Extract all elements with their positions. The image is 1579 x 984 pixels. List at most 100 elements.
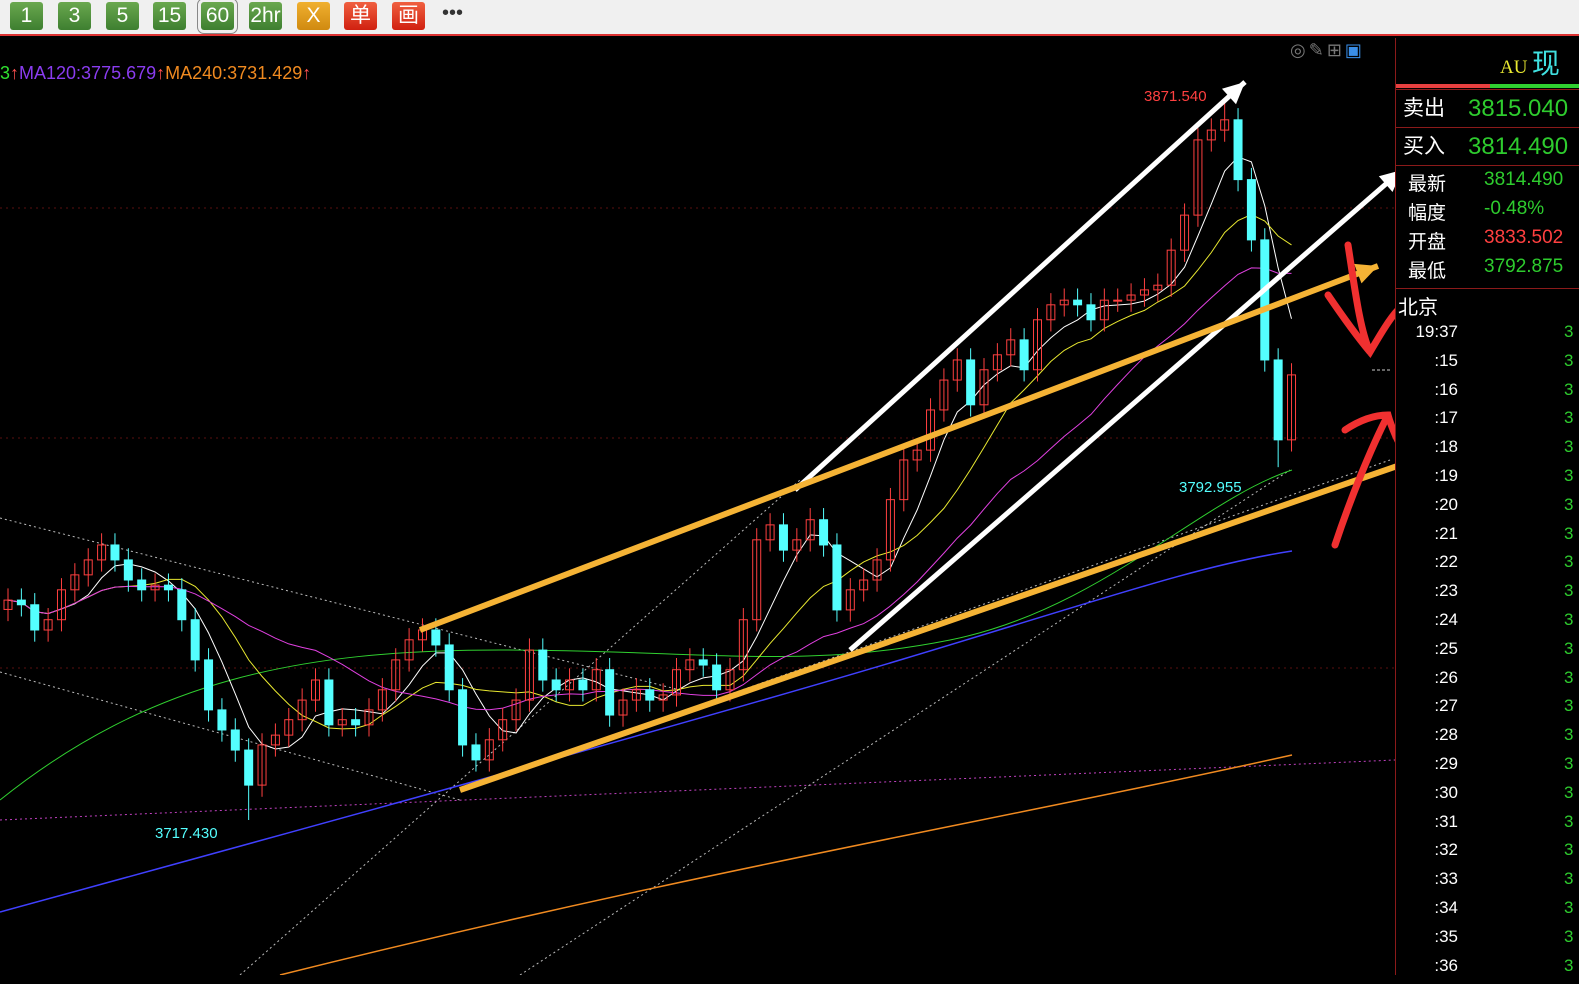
tick-row: :34 3 [1396,898,1579,926]
candle-up [872,559,882,581]
tick-row: :22 3 [1396,552,1579,580]
sell-label: 卖出 [1403,97,1445,120]
tick-time: :26 [1434,667,1458,687]
candle-up [899,459,909,501]
candle-up [337,719,347,726]
tick-row: 19:37 3 [1396,322,1579,350]
tick-time: :34 [1434,898,1458,917]
sell-row: 卖出 3815.040 [1396,89,1579,126]
tick-time: :21 [1434,523,1458,543]
candle-up [97,544,107,561]
period-button-0[interactable]: 1 [10,2,43,30]
tick-price: 3 [1564,466,1574,485]
white-arrow [793,80,1247,492]
tick-price: 3 [1564,869,1574,889]
ma5-line [7,156,1292,750]
quote-panel: AU 现 卖出 3815.040 买入 3814.490 最新 3814.490 幅度 -… [1395,38,1579,975]
candle-down [966,359,976,406]
candle-up [631,689,641,701]
period-button-8[interactable]: 画 [392,2,425,30]
tick-time: :27 [1434,696,1458,716]
tick-price: 3 [1564,725,1574,745]
arrow-up-icon: ↑ [156,63,166,83]
buy-row: 买入 3814.490 [1396,127,1579,164]
legend-lead: 3 [0,63,11,83]
candle-up [979,369,989,406]
candle-up [859,579,869,591]
tick-row: :24 3 [1396,610,1579,638]
candle-down [645,689,655,701]
candle-up [1153,284,1163,291]
reference-line [0,759,1395,821]
candle-up [752,539,762,621]
tick-price: 3 [1564,437,1574,457]
candle-up [672,669,681,696]
candle-up [3,599,13,610]
tick-row: :36 3 [1396,956,1579,984]
tick-time: :17 [1434,408,1458,428]
trend-line [519,469,1291,975]
period-button-4[interactable]: 60 [197,0,238,34]
tick-time: :23 [1434,581,1458,601]
period-button-2[interactable]: 5 [106,2,139,30]
tick-row: :25 3 [1396,639,1579,667]
candle-down [778,524,788,551]
candle-down [698,659,708,666]
tick-time: :30 [1434,782,1458,802]
candle-down [177,589,187,621]
tick-time: :32 [1434,840,1458,860]
stat-value: 3814.490 [1484,169,1564,190]
candle-up [1206,129,1216,141]
eye-off-icon[interactable]: ◎ [1290,40,1309,60]
stat-value: 3833.502 [1484,227,1564,248]
candle-down [444,644,454,691]
white-arrow [848,172,1395,652]
stat-row: 幅度 -0.48% [1396,198,1579,226]
candle-down [217,709,227,731]
tick-row: :31 3 [1396,812,1579,840]
stat-value: 3792.875 [1484,256,1564,277]
candle-up [765,524,775,541]
candle-up [805,519,815,541]
candle-down [204,659,214,711]
candlestick-chart[interactable]: 3871.540 3717.430 3792.955 [0,38,1395,975]
stat-label: 开盘 [1408,232,1447,253]
tick-price: 3 [1564,322,1574,341]
candle-up [311,679,321,701]
bid-ask-bar-red [1396,84,1490,88]
candle-down [1246,179,1256,241]
period-button-6[interactable]: X [297,2,330,30]
candle-up [257,744,267,786]
period-button-3[interactable]: 15 [153,2,186,30]
candle-down [538,649,548,681]
period-button-5[interactable]: 2hr [249,2,282,30]
candle-down [163,584,173,591]
candle-down [832,544,842,611]
period-button-1[interactable]: 3 [58,2,91,30]
candle-up [524,649,534,701]
tick-row: :20 3 [1396,495,1579,523]
sell-value: 3815.040 [1468,95,1569,122]
candle-up [685,659,695,671]
tick-time: :22 [1434,552,1458,572]
grid-icon[interactable]: ⊞ [1326,40,1345,60]
candle-up [738,619,748,671]
tick-price: 3 [1564,494,1574,514]
candle-up [1006,339,1016,356]
tick-price: 3 [1564,408,1574,428]
panel-toggle-icon[interactable]: ▣ [1344,40,1365,60]
period-button-7[interactable]: 单 [344,2,377,30]
more-button[interactable]: ••• [442,2,464,24]
chart-tools: ◎✎⊞▣ [1290,40,1365,61]
candle-down [1086,304,1096,321]
candle-up [83,559,93,576]
tick-row: :26 3 [1396,668,1579,696]
tick-row: :32 3 [1396,840,1579,868]
tick-row: :30 3 [1396,783,1579,811]
candle-down [190,619,200,661]
candle-up [1193,139,1203,216]
timezone-label: 北京 [1398,297,1438,319]
pencil-icon[interactable]: ✎ [1308,40,1327,60]
tick-price: 3 [1564,955,1574,975]
tick-price: 3 [1564,898,1574,917]
